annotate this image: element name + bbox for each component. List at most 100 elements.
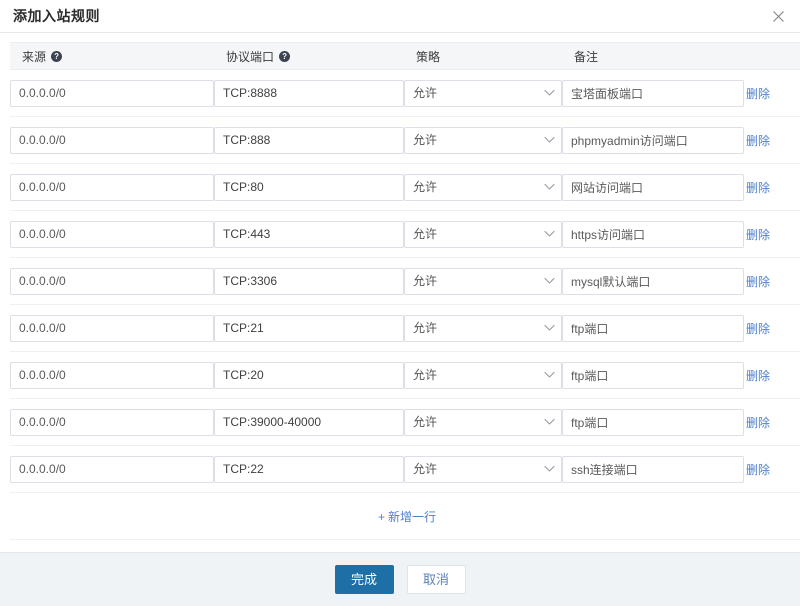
port-input[interactable] — [214, 79, 404, 107]
dialog-body: 来源 ? 协议端口 ? 策略 — [0, 33, 800, 552]
table-row: 允许拒绝 删除 — [10, 210, 800, 258]
column-header-remark-label: 备注 — [574, 49, 599, 64]
port-input[interactable] — [214, 173, 404, 201]
remark-input[interactable] — [562, 267, 744, 295]
cell-remark — [562, 304, 744, 352]
table-row: 允许拒绝 删除 — [10, 351, 800, 399]
cell-action: 删除 — [744, 351, 800, 399]
cancel-button[interactable]: 取消 — [406, 565, 466, 594]
policy-select[interactable]: 允许拒绝 — [404, 126, 562, 154]
cell-port — [214, 210, 404, 258]
column-header-policy-label: 策略 — [416, 49, 441, 64]
source-input[interactable] — [10, 220, 214, 248]
cell-source — [10, 445, 214, 493]
help-icon-source[interactable]: ? — [51, 50, 63, 62]
port-input[interactable] — [214, 314, 404, 342]
remark-input[interactable] — [562, 455, 744, 483]
remark-input[interactable] — [562, 314, 744, 342]
cell-port — [214, 163, 404, 211]
cell-action: 删除 — [744, 116, 800, 164]
delete-link[interactable]: 删除 — [746, 227, 771, 242]
table-row: 允许拒绝 删除 — [10, 398, 800, 446]
cell-policy: 允许拒绝 — [404, 69, 562, 117]
policy-select[interactable]: 允许拒绝 — [404, 361, 562, 389]
cell-action: 删除 — [744, 398, 800, 446]
policy-select[interactable]: 允许拒绝 — [404, 173, 562, 201]
delete-link[interactable]: 删除 — [746, 462, 771, 477]
port-input[interactable] — [214, 126, 404, 154]
dialog-header: 添加入站规则 — [0, 0, 800, 33]
delete-link[interactable]: 删除 — [746, 368, 771, 383]
source-input[interactable] — [10, 408, 214, 436]
dialog-footer: 完成 取消 — [0, 552, 800, 606]
cell-action: 删除 — [744, 69, 800, 117]
policy-select[interactable]: 允许拒绝 — [404, 314, 562, 342]
cell-source — [10, 69, 214, 117]
delete-link[interactable]: 删除 — [746, 274, 771, 289]
source-input[interactable] — [10, 361, 214, 389]
cell-policy: 允许拒绝 — [404, 445, 562, 493]
source-input[interactable] — [10, 79, 214, 107]
remark-input[interactable] — [562, 173, 744, 201]
policy-select[interactable]: 允许拒绝 — [404, 408, 562, 436]
source-input[interactable] — [10, 267, 214, 295]
port-input[interactable] — [214, 220, 404, 248]
cell-remark — [562, 69, 744, 117]
remark-input[interactable] — [562, 408, 744, 436]
table-row: 允许拒绝 删除 — [10, 304, 800, 352]
rules-table-body: 允许拒绝删除允许拒绝删除允许拒绝删除允许拒绝删除允许拒绝删除允许拒绝删除允许拒绝… — [10, 69, 800, 493]
cell-port — [214, 351, 404, 399]
cell-source — [10, 351, 214, 399]
delete-link[interactable]: 删除 — [746, 415, 771, 430]
source-input[interactable] — [10, 126, 214, 154]
policy-select[interactable]: 允许拒绝 — [404, 220, 562, 248]
column-header-remark: 备注 — [562, 42, 744, 70]
cell-remark — [562, 163, 744, 211]
add-row-cell: + 新增一行 — [10, 492, 800, 540]
source-input[interactable] — [10, 173, 214, 201]
cell-policy: 允许拒绝 — [404, 304, 562, 352]
source-input[interactable] — [10, 455, 214, 483]
close-icon[interactable] — [769, 7, 787, 25]
cell-policy: 允许拒绝 — [404, 210, 562, 258]
port-input[interactable] — [214, 361, 404, 389]
table-row: 允许拒绝 删除 — [10, 69, 800, 117]
delete-link[interactable]: 删除 — [746, 133, 771, 148]
remark-input[interactable] — [562, 361, 744, 389]
delete-link[interactable]: 删除 — [746, 321, 771, 336]
add-row-button[interactable]: + 新增一行 — [378, 508, 436, 525]
cell-action: 删除 — [744, 304, 800, 352]
source-input[interactable] — [10, 314, 214, 342]
column-header-port: 协议端口 ? — [214, 42, 404, 70]
dialog-title: 添加入站规则 — [13, 8, 100, 24]
confirm-button[interactable]: 完成 — [334, 565, 394, 594]
cell-port — [214, 257, 404, 305]
cell-remark — [562, 210, 744, 258]
policy-select[interactable]: 允许拒绝 — [404, 455, 562, 483]
cell-policy: 允许拒绝 — [404, 257, 562, 305]
policy-select[interactable]: 允许拒绝 — [404, 267, 562, 295]
cell-port — [214, 69, 404, 117]
column-header-port-label: 协议端口 — [226, 49, 275, 64]
column-header-source: 来源 ? — [10, 42, 214, 70]
policy-select[interactable]: 允许拒绝 — [404, 79, 562, 107]
cell-action: 删除 — [744, 257, 800, 305]
cell-remark — [562, 351, 744, 399]
delete-link[interactable]: 删除 — [746, 180, 771, 195]
rules-table-foot: + 新增一行 — [10, 492, 800, 540]
port-input[interactable] — [214, 408, 404, 436]
cell-policy: 允许拒绝 — [404, 398, 562, 446]
cell-policy: 允许拒绝 — [404, 163, 562, 211]
column-header-action — [744, 42, 800, 70]
remark-input[interactable] — [562, 220, 744, 248]
cell-source — [10, 304, 214, 352]
port-input[interactable] — [214, 455, 404, 483]
rules-table-head: 来源 ? 协议端口 ? 策略 — [10, 42, 800, 70]
cell-remark — [562, 398, 744, 446]
delete-link[interactable]: 删除 — [746, 86, 771, 101]
column-header-source-label: 来源 — [22, 49, 47, 64]
help-icon-port[interactable]: ? — [279, 50, 291, 62]
port-input[interactable] — [214, 267, 404, 295]
remark-input[interactable] — [562, 126, 744, 154]
remark-input[interactable] — [562, 79, 744, 107]
